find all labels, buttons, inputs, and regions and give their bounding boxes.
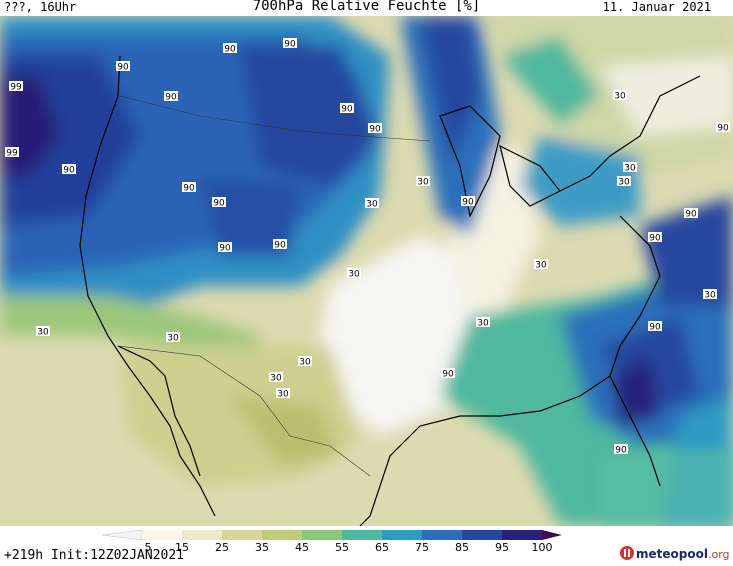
colorbar-tick-label: 75 (415, 541, 429, 554)
svg-text:90: 90 (649, 234, 661, 244)
svg-text:30: 30 (417, 178, 429, 188)
svg-text:90: 90 (63, 166, 75, 176)
svg-text:99: 99 (6, 149, 18, 159)
colorbar-tick-label: 100 (531, 541, 553, 554)
svg-text:30: 30 (614, 92, 626, 102)
svg-text:30: 30 (277, 390, 289, 400)
svg-text:90: 90 (165, 93, 177, 103)
colorbar-tick-label: 35 (255, 541, 269, 554)
contour-labels: 90 90 90 90 99 99 90 90 90 90 90 90 90 9… (5, 38, 730, 456)
valid-time: ???, 16Uhr (4, 0, 77, 14)
humidity-map: 90 90 90 90 99 99 90 90 90 90 90 90 90 9… (0, 16, 733, 526)
header: ???, 16Uhr 700hPa Relative Feuchte [%] 1… (0, 0, 733, 16)
svg-text:90: 90 (274, 241, 286, 251)
svg-text:90: 90 (615, 446, 627, 456)
colorbar-cell (142, 530, 182, 540)
svg-text:30: 30 (167, 334, 179, 344)
svg-text:90: 90 (649, 323, 661, 333)
svg-text:30: 30 (270, 374, 282, 384)
svg-text:99: 99 (10, 83, 22, 93)
svg-text:90: 90 (369, 125, 381, 135)
colorbar-tick-label: 15 (175, 541, 189, 554)
svg-text:90: 90 (224, 45, 236, 55)
svg-text:90: 90 (442, 370, 454, 380)
svg-text:90: 90 (717, 124, 729, 134)
svg-text:90: 90 (462, 198, 474, 208)
svg-text:30: 30 (37, 328, 49, 338)
colorbar-cell (222, 530, 262, 540)
svg-text:90: 90 (341, 105, 353, 115)
colorbar-cell (342, 530, 382, 540)
svg-text:90: 90 (685, 210, 697, 220)
colorbar-tick-label: 5 (144, 541, 152, 554)
colorbar-cell (182, 530, 222, 540)
svg-text:90: 90 (284, 40, 296, 50)
init-time: +219h Init:12Z02JAN2021 (4, 548, 185, 563)
svg-text:30: 30 (366, 200, 378, 210)
colorbar-tick-label: 55 (335, 541, 349, 554)
valid-date: 11. Januar 2021 (602, 0, 711, 14)
colorbar-tick-label: 95 (495, 541, 509, 554)
svg-text:30: 30 (299, 358, 311, 368)
meteopool-logo: meteopool.org (636, 547, 730, 561)
colorbar-tick-label: 45 (295, 541, 309, 554)
colorbar-tick-label: 25 (215, 541, 229, 554)
svg-text:30: 30 (535, 261, 547, 271)
colorbar (102, 530, 562, 540)
colorbar-cell (302, 530, 342, 540)
svg-text:30: 30 (477, 319, 489, 329)
colorbar-cell (422, 530, 462, 540)
colorbar-cell (382, 530, 422, 540)
meteopool-logo-icon (620, 546, 634, 560)
svg-text:30: 30 (348, 270, 360, 280)
colorbar-cell (502, 530, 542, 540)
svg-text:30: 30 (618, 178, 630, 188)
colorbar-cell (462, 530, 502, 540)
colorbar-cell (262, 530, 302, 540)
colorbar-arrow-right (542, 530, 562, 540)
svg-text:90: 90 (219, 244, 231, 254)
svg-text:30: 30 (624, 164, 636, 174)
svg-text:30: 30 (704, 291, 716, 301)
colorbar-tick-label: 85 (455, 541, 469, 554)
map-title: 700hPa Relative Feuchte [%] (252, 0, 481, 14)
svg-text:90: 90 (117, 63, 129, 73)
svg-text:90: 90 (213, 199, 225, 209)
colorbar-tick-label: 65 (375, 541, 389, 554)
colorbar-arrow-left (102, 530, 143, 540)
svg-text:90: 90 (183, 184, 195, 194)
